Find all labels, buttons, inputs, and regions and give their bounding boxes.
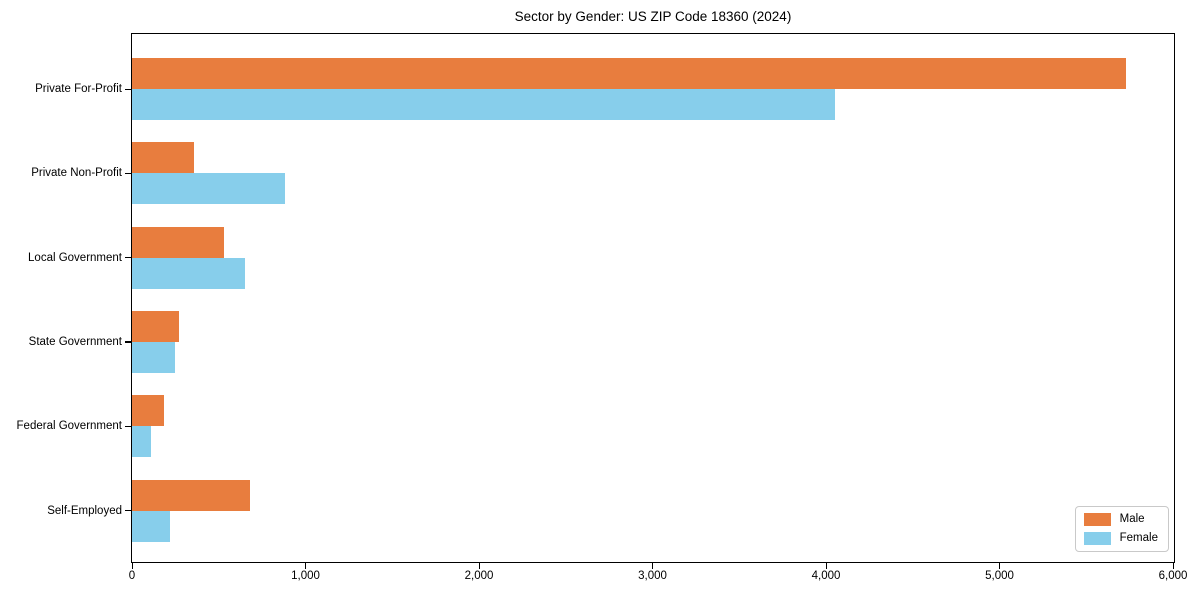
- x-axis-tick: [478, 563, 480, 569]
- male-swatch-icon: [1083, 513, 1111, 526]
- y-axis-label: Private Non-Profit: [31, 167, 122, 180]
- female-swatch-icon: [1083, 532, 1111, 545]
- x-axis-label: 6,000: [1158, 570, 1188, 582]
- y-axis-tick: [125, 257, 131, 259]
- bar-male-4: [132, 395, 165, 427]
- y-axis-label: Local Government: [28, 251, 122, 264]
- y-axis-tick: [125, 88, 131, 90]
- x-axis-label: 4,000: [811, 570, 841, 582]
- bar-female-5: [132, 510, 171, 542]
- bar-female-2: [132, 257, 245, 289]
- x-axis-tick: [652, 563, 654, 569]
- plot-area: Male Female Private For-Profit Private No…: [17, 33, 1187, 582]
- y-axis-label: Federal Government: [16, 420, 122, 433]
- x-axis-label: 5,000: [985, 570, 1014, 582]
- y-axis-label: Self-Employed: [47, 504, 122, 517]
- x-axis-tick: [999, 563, 1001, 569]
- bar-female-3: [132, 341, 176, 373]
- x-axis-label: 0: [128, 570, 136, 582]
- bar-female-4: [132, 426, 152, 458]
- bar-male-2: [132, 226, 224, 258]
- y-axis-label: Private For-Profit: [35, 83, 122, 95]
- x-axis-tick: [825, 563, 827, 569]
- x-axis-label: 1,000: [291, 570, 320, 582]
- bar-male-3: [132, 310, 179, 342]
- bar-female-0: [132, 89, 835, 120]
- bar-male-0: [132, 58, 1127, 89]
- legend-item-male: Male: [1083, 513, 1158, 526]
- x-axis-tick: [131, 563, 133, 569]
- bar-female-1: [132, 173, 285, 205]
- y-axis-tick: [125, 172, 131, 175]
- x-axis-label: 3,000: [638, 570, 667, 582]
- x-axis-label: 2,000: [464, 570, 494, 582]
- bar-male-5: [132, 479, 250, 511]
- legend-label-male: Male: [1119, 513, 1145, 525]
- bar-male-1: [132, 142, 194, 174]
- y-axis-tick: [125, 341, 131, 343]
- legend-label-female: Female: [1119, 532, 1158, 544]
- x-axis-tick: [305, 563, 307, 569]
- legend: Male Female: [1074, 506, 1169, 552]
- x-axis-tick: [1172, 563, 1174, 569]
- legend-item-female: Female: [1083, 532, 1158, 545]
- y-axis-tick: [125, 510, 131, 512]
- y-axis-tick: [125, 425, 131, 427]
- chart-title: Sector by Gender: US ZIP Code 18360 (202…: [514, 9, 792, 24]
- y-axis-label: State Government: [28, 335, 122, 348]
